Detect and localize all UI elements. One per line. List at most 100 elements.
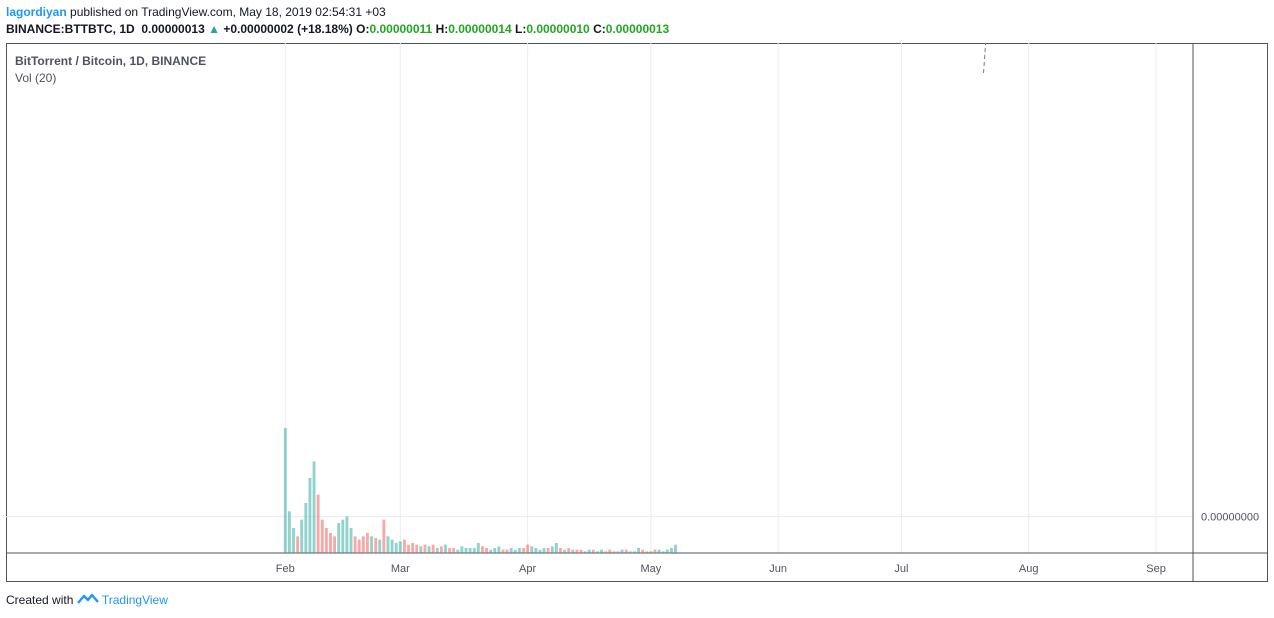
open-value: 0.00000011 — [369, 22, 433, 36]
volume-bar — [538, 549, 542, 553]
volume-bar — [489, 549, 493, 553]
volume-bar — [624, 549, 628, 553]
volume-bar — [641, 549, 645, 553]
volume-bar — [464, 548, 468, 553]
volume-bar — [320, 519, 324, 553]
low-value: 0.00000010 — [526, 22, 590, 36]
x-tick-label: May — [640, 563, 661, 575]
volume-bar — [661, 551, 665, 553]
x-tick-label: Mar — [391, 563, 410, 575]
created-with-text: Created with — [6, 593, 74, 607]
last-price: 0.00000013 — [141, 22, 205, 36]
volume-bar — [534, 548, 538, 553]
footer: Created with TradingView — [6, 593, 168, 607]
tradingview-logo-icon — [76, 593, 99, 604]
volume-bar — [390, 539, 394, 553]
volume-bar — [579, 549, 583, 553]
tradingview-brand[interactable]: TradingView — [101, 593, 168, 607]
volume-bar — [591, 549, 595, 553]
volume-bar — [530, 546, 534, 553]
volume-bar — [353, 536, 357, 553]
fib-trend-line — [983, 43, 987, 74]
volume-bar — [645, 551, 649, 553]
volume-bar — [669, 548, 673, 553]
x-tick-label: Jul — [894, 563, 908, 575]
x-tick-label: Apr — [519, 563, 536, 575]
high-label: H: — [435, 22, 449, 36]
x-tick-label: Jun — [769, 563, 787, 575]
volume-bar — [460, 546, 464, 553]
volume-bar — [509, 548, 513, 553]
volume-bar — [312, 461, 316, 553]
volume-bar — [649, 551, 653, 553]
volume-bar — [567, 548, 571, 553]
volume-bar — [476, 543, 480, 553]
volume-bar — [472, 548, 476, 553]
volume-bar — [411, 543, 415, 553]
volume-bar — [608, 549, 612, 553]
volume-bar — [583, 551, 587, 553]
volume-bar — [333, 536, 337, 553]
volume-bar — [402, 539, 406, 553]
volume-bar — [481, 546, 484, 553]
close-label: C: — [593, 22, 606, 36]
x-tick-label: Feb — [276, 563, 295, 575]
volume-bar — [378, 539, 382, 553]
volume-bar — [349, 528, 353, 553]
volume-bar — [501, 549, 505, 553]
volume-bar — [308, 478, 312, 553]
price-change: +0.00000002 (+18.18%) — [223, 22, 353, 36]
volume-bar — [439, 546, 443, 553]
volume-bar — [612, 551, 616, 553]
up-arrow-icon: ▲ — [208, 22, 220, 36]
volume-bar — [407, 544, 410, 553]
volume-bar — [296, 536, 300, 553]
publish-text: published on TradingView.com, May 18, 20… — [66, 5, 386, 19]
volume-bar — [632, 551, 636, 553]
volume-bar — [452, 548, 456, 553]
volume-bar — [345, 516, 349, 553]
ohlc-header: BINANCE:BTTBTC, 1D 0.00000013 ▲ +0.00000… — [6, 22, 669, 36]
volume-bar — [324, 528, 328, 553]
close-value: 0.00000013 — [605, 22, 670, 36]
volume-bar — [423, 544, 427, 553]
volume-bar — [287, 511, 291, 553]
volume-bar — [361, 536, 365, 553]
volume-bar — [600, 549, 603, 553]
volume-bar — [628, 551, 632, 553]
volume-bar — [604, 551, 608, 553]
volume-bar — [513, 549, 517, 553]
open-label: O: — [356, 22, 370, 36]
volume-bar — [554, 543, 558, 553]
author-name[interactable]: lagordiyan — [6, 5, 67, 19]
volume-bar — [394, 543, 398, 553]
volume-bar — [357, 539, 361, 553]
x-tick-label: Aug — [1019, 563, 1039, 575]
volume-bar — [444, 544, 447, 553]
volume-bar — [341, 519, 345, 553]
volume-bar — [616, 551, 620, 553]
volume-legend: Vol (20) — [15, 71, 57, 85]
volume-bar — [300, 519, 304, 553]
volume-bar — [468, 548, 472, 553]
volume-bar — [415, 544, 419, 553]
volume-bar — [283, 428, 287, 553]
volume-bar — [398, 541, 402, 553]
chart-title: BitTorrent / Bitcoin, 1D, BINANCE — [15, 54, 207, 68]
volume-bar — [427, 546, 431, 553]
volume-bar — [546, 548, 550, 553]
volume-bar — [575, 549, 579, 553]
volume-bar — [419, 546, 423, 553]
volume-bar — [674, 544, 677, 553]
volume-bar — [337, 523, 341, 553]
symbol-line: BINANCE:BTTBTC, 1D — [6, 22, 135, 36]
volume-bar — [542, 548, 546, 553]
price-chart[interactable]: 0.000000000.000000050.000000100.00000015… — [6, 43, 1268, 582]
volume-bar — [587, 549, 591, 553]
volume-bar — [329, 533, 332, 553]
volume-bar — [563, 549, 567, 553]
volume-bar — [366, 533, 369, 553]
volume-bar — [522, 548, 525, 553]
volume-bar — [665, 549, 669, 553]
y-tick-label: 0.00000000 — [1201, 512, 1259, 524]
